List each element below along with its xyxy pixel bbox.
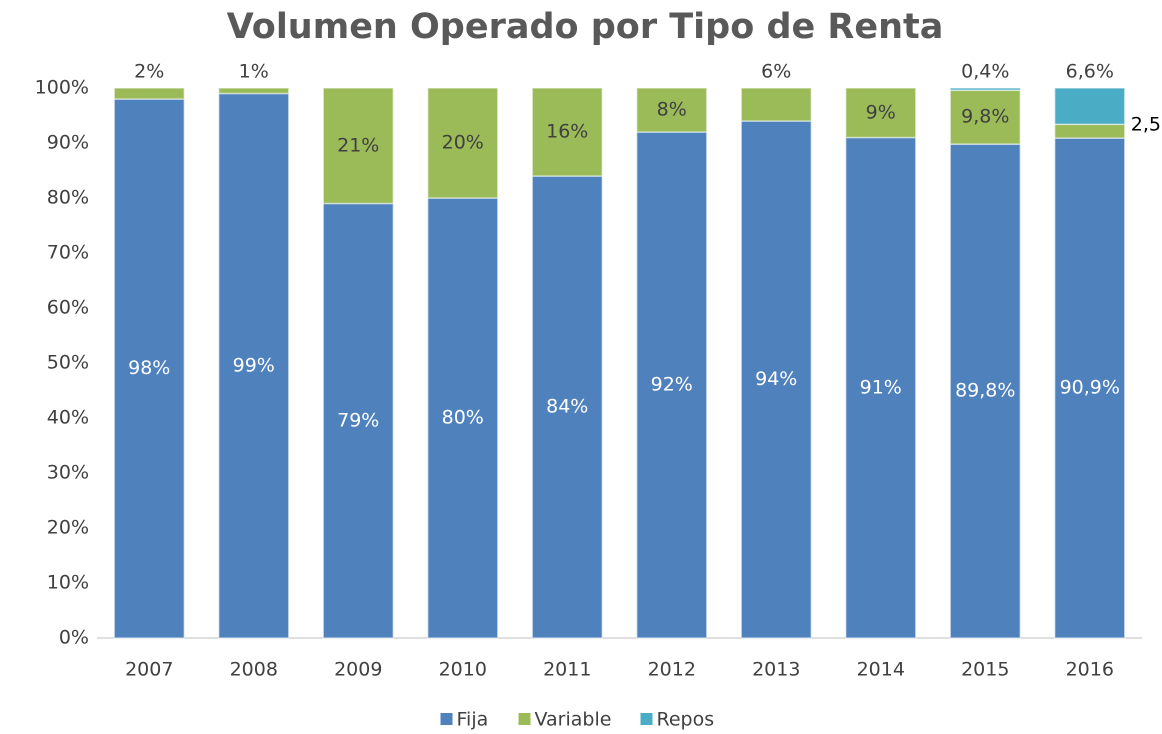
data-label: 99% (233, 354, 275, 376)
y-tick-label: 0% (59, 627, 89, 649)
x-tick-label: 2015 (961, 659, 1009, 681)
bar-segment (1054, 123, 1126, 139)
bar-segment (740, 120, 812, 639)
bar-segment (740, 87, 812, 122)
data-label: 79% (337, 409, 379, 431)
y-tick-label: 90% (47, 132, 89, 154)
data-label: 2,5% (1131, 114, 1162, 136)
chart-title: Volumen Operado por Tipo de Renta (227, 7, 944, 47)
bar-segment (636, 131, 708, 639)
x-tick-label: 2012 (648, 659, 696, 681)
y-tick-label: 60% (47, 297, 89, 319)
y-tick-label: 50% (47, 352, 89, 374)
bar-segment (427, 87, 499, 199)
bar-segment (427, 197, 499, 639)
bar-segment (218, 87, 290, 95)
bar-segment (949, 89, 1021, 145)
data-label: 8% (657, 99, 687, 121)
data-label: 80% (442, 407, 484, 429)
bar-segment (1054, 137, 1126, 639)
y-tick-label: 40% (47, 407, 89, 429)
x-tick-label: 2014 (857, 659, 905, 681)
x-tick-label: 2016 (1066, 659, 1114, 681)
data-label: 84% (546, 396, 588, 418)
bar-segment (845, 87, 917, 139)
bar-segment (322, 87, 394, 205)
bar-segment (113, 98, 185, 639)
legend-label: Repos (657, 709, 715, 731)
y-tick-label: 100% (35, 77, 89, 99)
bar-segment (531, 87, 603, 177)
y-tick-label: 80% (47, 187, 89, 209)
legend-swatch (440, 713, 453, 725)
data-label: 92% (651, 374, 693, 396)
bar-segment (636, 87, 708, 133)
y-tick-label: 30% (47, 462, 89, 484)
x-tick-label: 2013 (752, 659, 800, 681)
data-label: 6,6% (1066, 61, 1114, 83)
data-label: 98% (128, 357, 170, 379)
y-tick-label: 10% (47, 572, 89, 594)
bar-segment (113, 87, 185, 100)
bar-segment (218, 92, 290, 639)
data-label: 91% (860, 376, 902, 398)
bar-segment (845, 136, 917, 639)
x-tick-label: 2011 (543, 659, 591, 681)
data-label: 94% (755, 368, 797, 390)
data-label: 89,8% (955, 380, 1015, 402)
x-tick-label: 2010 (439, 659, 487, 681)
bar-segment (949, 87, 1021, 91)
data-label: 16% (546, 121, 588, 143)
legend-swatch (518, 713, 531, 725)
bar-segment (531, 175, 603, 639)
y-tick-label: 20% (47, 517, 89, 539)
legend-label: Variable (535, 709, 612, 731)
bar-segment (1054, 87, 1126, 126)
data-label: 9,8% (961, 106, 1009, 128)
x-tick-label: 2009 (334, 659, 382, 681)
data-label: 0,4% (961, 61, 1009, 83)
y-tick-label: 70% (47, 242, 89, 264)
data-label: 90,9% (1060, 377, 1120, 399)
data-label: 9% (866, 101, 896, 123)
data-label: 21% (337, 134, 379, 156)
data-label: 6% (761, 61, 791, 83)
data-label: 1% (239, 61, 269, 83)
legend-swatch (640, 713, 653, 725)
data-label: 2% (134, 61, 164, 83)
x-tick-label: 2007 (125, 659, 173, 681)
bar-segment (949, 143, 1021, 639)
data-label: 20% (442, 132, 484, 154)
x-tick-label: 2008 (230, 659, 278, 681)
legend-label: Fija (457, 709, 489, 731)
